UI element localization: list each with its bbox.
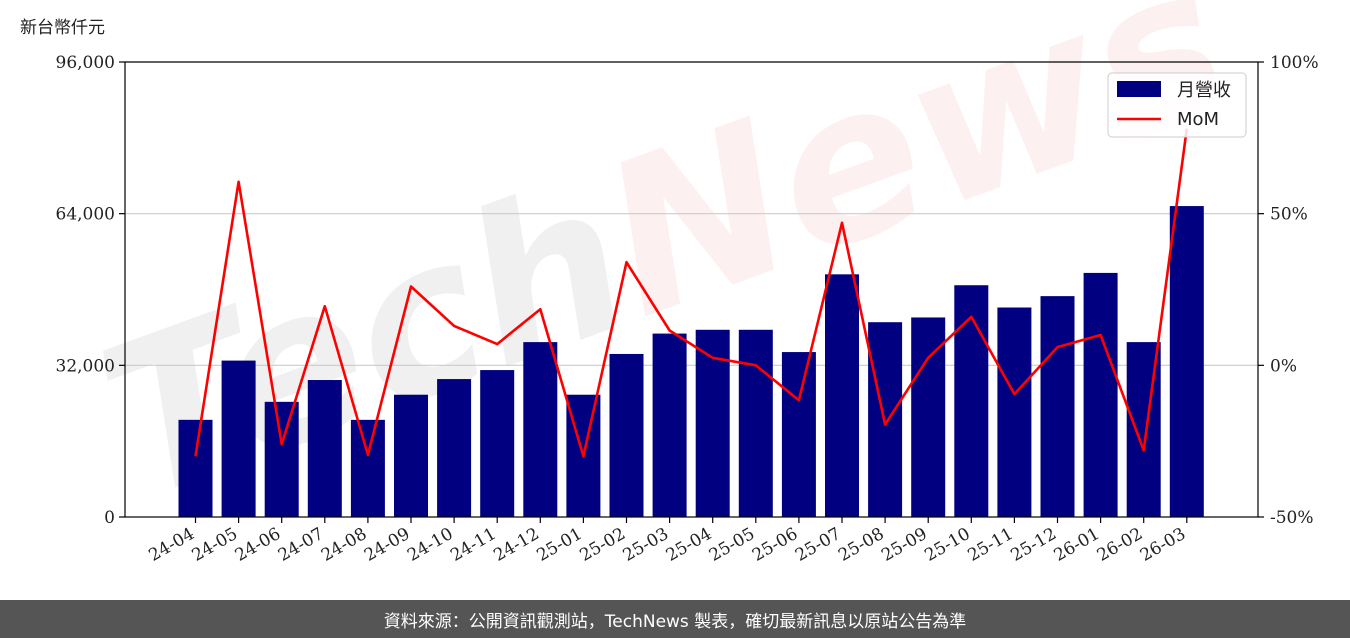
- bar: [264, 401, 299, 517]
- mom-line: [194, 128, 1189, 458]
- x-tick-label: 25-12: [1008, 524, 1060, 566]
- legend-label-mom: MoM: [1177, 109, 1219, 130]
- left-tick-label: 32,000: [56, 356, 115, 376]
- x-tick-label: 25-05: [706, 524, 758, 566]
- x-tick-label: 25-02: [577, 524, 629, 566]
- bar: [1083, 272, 1118, 517]
- bar: [911, 317, 946, 517]
- source-footer: 資料來源：公開資訊觀測站，TechNews 製表，確切最新訊息以原站公告為準: [0, 600, 1350, 638]
- bar: [350, 419, 385, 517]
- x-tick-label: 24-07: [275, 524, 327, 566]
- left-tick-label: 0: [104, 508, 115, 528]
- bar: [781, 352, 816, 517]
- bar: [394, 394, 428, 517]
- left-axis: 0 32,000 64,000 96,000: [56, 53, 125, 528]
- right-tick-label: 50%: [1270, 205, 1308, 225]
- right-tick-label: -50%: [1270, 508, 1314, 528]
- x-tick-label: 24-11: [447, 524, 499, 566]
- left-tick-label: 64,000: [56, 205, 115, 225]
- x-tick-label: 25-07: [792, 524, 844, 566]
- bar: [652, 333, 687, 517]
- legend-label-revenue: 月營收: [1177, 80, 1231, 101]
- bar: [480, 370, 515, 517]
- source-text: 資料來源：公開資訊觀測站，TechNews 製表，確切最新訊息以原站公告為準: [383, 611, 967, 632]
- bar: [738, 329, 773, 517]
- x-tick-label: 25-08: [835, 524, 887, 566]
- bar: [954, 285, 989, 517]
- watermark-news: News: [574, 0, 1257, 365]
- legend: 月營收 MoM: [1107, 72, 1247, 138]
- bar: [437, 379, 472, 517]
- x-tick-label: 25-09: [878, 524, 930, 566]
- x-tick-label: 26-02: [1094, 524, 1146, 566]
- x-tick-label: 24-12: [490, 524, 542, 566]
- plot-area-frame: [124, 61, 1259, 518]
- bar: [1169, 206, 1204, 518]
- x-tick-label: 24-06: [232, 524, 284, 566]
- x-axis: 24-0424-0524-0624-0724-0824-0924-1024-11…: [146, 517, 1189, 566]
- bar: [523, 342, 558, 517]
- x-tick-label: 24-08: [318, 524, 370, 566]
- x-tick-label: 24-09: [361, 524, 413, 566]
- right-axis: -50% 0% 50% 100%: [1258, 53, 1319, 528]
- bar: [825, 274, 859, 517]
- bar: [1040, 296, 1075, 517]
- x-tick-label: 24-10: [404, 524, 456, 566]
- x-tick-label: 25-03: [620, 524, 672, 566]
- bar: [997, 307, 1032, 517]
- y-unit-label: 新台幣仟元: [20, 18, 105, 38]
- x-tick-label: 25-10: [921, 524, 973, 566]
- bar: [307, 380, 342, 517]
- bar: [178, 419, 213, 517]
- x-tick-label: 25-04: [663, 524, 715, 566]
- x-tick-label: 26-03: [1137, 524, 1189, 566]
- x-tick-label: 25-11: [964, 524, 1016, 566]
- x-tick-label: 26-01: [1051, 524, 1103, 566]
- right-tick-label: 100%: [1270, 53, 1319, 73]
- bar: [221, 360, 256, 517]
- bar: [609, 353, 644, 517]
- mom-series: [194, 128, 1189, 458]
- right-tick-label: 0%: [1270, 356, 1297, 376]
- x-tick-label: 25-06: [749, 524, 801, 566]
- bar-series: [178, 206, 1204, 518]
- legend-swatch-bar: [1117, 81, 1161, 97]
- left-tick-label: 96,000: [56, 53, 115, 73]
- x-tick-label: 25-01: [533, 524, 585, 566]
